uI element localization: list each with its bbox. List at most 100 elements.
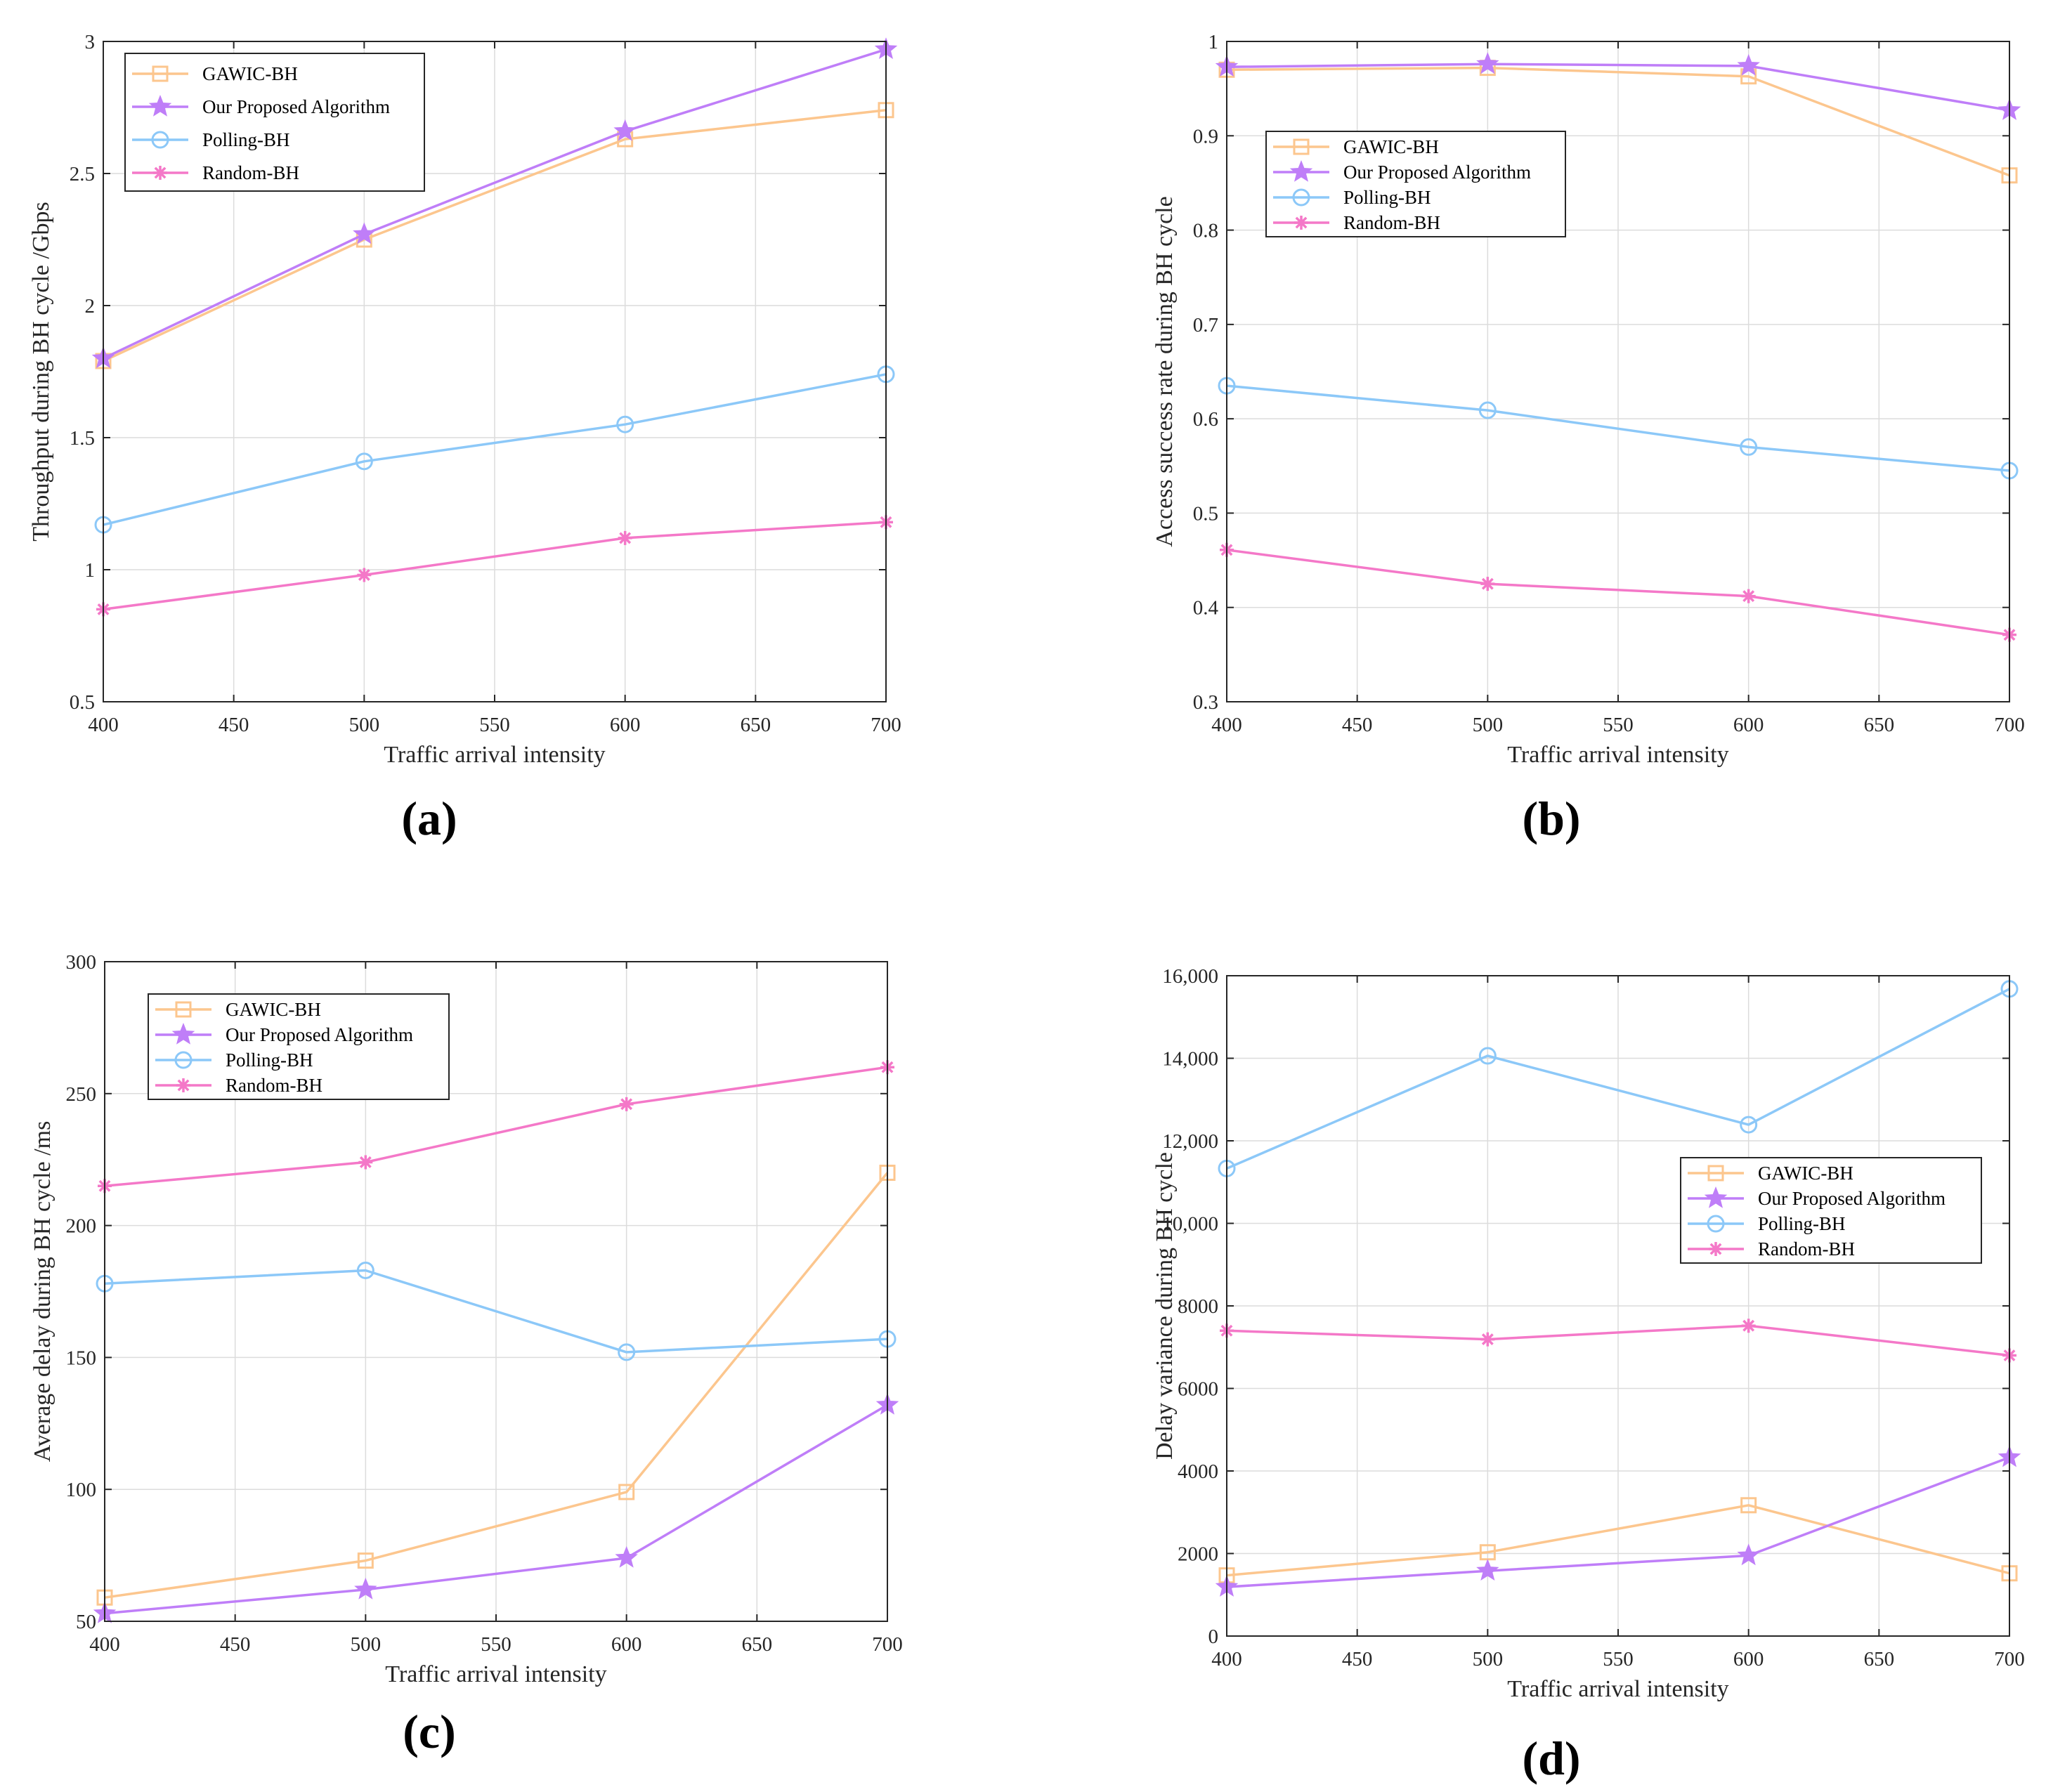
x-tick-label: 550	[1603, 1648, 1634, 1670]
y-tick-label: 0.4	[1193, 597, 1219, 620]
ours-point-1	[353, 222, 376, 244]
x-tick-label: 400	[1211, 714, 1242, 736]
polling-point-2	[1740, 438, 1758, 456]
y-tick-label: 100	[66, 1479, 97, 1501]
legend-label-polling: Polling-BH	[202, 129, 290, 150]
series-line-random	[1226, 549, 2010, 636]
legend-item-gawic: GAWIC-BH	[155, 999, 321, 1020]
random-point-2	[1741, 1319, 1756, 1333]
legend-random-point-0	[153, 166, 167, 180]
y-tick-label: 0.3	[1193, 691, 1218, 714]
legend-label-gawic: GAWIC-BH	[202, 63, 298, 84]
gawic-point-2	[1740, 1497, 1757, 1514]
legend-label-gawic: GAWIC-BH	[226, 999, 321, 1020]
polling-point-2	[616, 415, 634, 433]
legend-random-point-0	[1709, 1242, 1723, 1256]
y-axis-label: Access success rate during BH cycle	[1152, 196, 1178, 547]
x-tick-label: 550	[481, 1633, 511, 1656]
legend-item-polling: Polling-BH	[1273, 187, 1431, 208]
series-line-polling	[1226, 384, 2010, 472]
legend-polling-point-0	[174, 1051, 193, 1069]
legend-polling-point-0	[151, 131, 169, 149]
gawic-point-2	[618, 1484, 635, 1500]
x-tick-label: 500	[1473, 1648, 1504, 1670]
legend-label-gawic: GAWIC-BH	[1758, 1163, 1853, 1184]
ours-point-1	[1476, 1559, 1499, 1581]
y-axis-label: Throughput during BH cycle /Gbps	[28, 202, 54, 542]
legend-ours-point-0	[1704, 1186, 1728, 1208]
legend: GAWIC-BH Our Proposed Algorithm Polling-…	[1265, 131, 1566, 237]
x-axis-label: Traffic arrival intensity	[385, 1661, 606, 1687]
legend-ours-point-0	[171, 1022, 195, 1045]
y-tick-label: 0.6	[1193, 408, 1218, 431]
legend-random-point-0	[1294, 216, 1308, 230]
legend-label-polling: Polling-BH	[1758, 1213, 1846, 1234]
series-line-ours	[104, 1404, 888, 1615]
random-point-1	[357, 568, 372, 582]
y-tick-label: 200	[66, 1215, 97, 1238]
legend-item-polling: Polling-BH	[132, 129, 290, 150]
series-line-ours	[1226, 63, 2010, 112]
legend-label-polling: Polling-BH	[226, 1049, 313, 1071]
panel-b: 400 450 500 550 600 650 700 0.3 0.4 0.5 0.6 0.7 0.8 0…	[1152, 31, 2025, 845]
legend-gawic-point-0	[152, 65, 169, 82]
ours-point-2	[1737, 53, 1760, 76]
series-line-gawic	[1226, 1504, 2010, 1577]
x-tick-label: 400	[89, 1633, 120, 1656]
y-tick-label: 250	[66, 1083, 97, 1106]
polling-point-2	[1740, 1116, 1758, 1134]
x-tick-label: 650	[742, 1633, 773, 1656]
legend-label-random: Random-BH	[1758, 1238, 1855, 1260]
polling-point-1	[355, 452, 373, 471]
gawic-point-1	[357, 1552, 374, 1569]
x-tick-label: 500	[349, 714, 380, 736]
panel-label: (d)	[1522, 1732, 1580, 1785]
legend-item-gawic: GAWIC-BH	[1273, 136, 1439, 157]
series-line-ours	[103, 48, 887, 360]
random-point-2	[619, 1097, 634, 1111]
y-tick-label: 300	[66, 951, 97, 974]
x-tick-label: 450	[1342, 1648, 1373, 1670]
x-tick-label: 650	[1864, 1648, 1895, 1670]
ours-point-1	[1476, 52, 1499, 74]
legend-item-random: Random-BH	[1688, 1238, 1855, 1260]
legend-item-random: Random-BH	[155, 1075, 322, 1096]
legend-random-point-0	[176, 1078, 190, 1092]
x-tick-label: 700	[1994, 1648, 2025, 1670]
series-line-gawic	[104, 1172, 889, 1599]
x-tick-label: 400	[88, 714, 119, 736]
legend-item-ours: Our Proposed Algorithm	[1273, 159, 1531, 183]
y-tick-label: 0.8	[1193, 220, 1218, 242]
series-line-random	[1226, 1324, 2010, 1357]
x-axis-label: Traffic arrival intensity	[1507, 1676, 1728, 1702]
y-tick-label: 1	[1208, 31, 1219, 53]
x-tick-label: 500	[1473, 714, 1504, 736]
legend-item-random: Random-BH	[132, 162, 299, 183]
series-line-random	[104, 1066, 888, 1188]
panel-a: 400 450 500 550 600 650 700 0.5 1 1.5 2 2.5 3 Traffi…	[28, 31, 901, 845]
x-tick-label: 550	[1603, 714, 1634, 736]
y-tick-label: 12,000	[1162, 1130, 1218, 1153]
legend-label-ours: Our Proposed Algorithm	[226, 1024, 413, 1045]
legend-item-polling: Polling-BH	[155, 1049, 313, 1071]
x-tick-label: 450	[1342, 714, 1373, 736]
x-tick-label: 500	[351, 1633, 382, 1656]
legend-item-gawic: GAWIC-BH	[132, 63, 298, 84]
x-tick-label: 400	[1211, 1648, 1242, 1670]
x-tick-label: 450	[219, 714, 249, 736]
x-tick-label: 700	[872, 1633, 903, 1656]
legend-label-ours: Our Proposed Algorithm	[1758, 1188, 1946, 1209]
y-tick-label: 0.5	[1193, 502, 1218, 525]
legend: GAWIC-BH Our Proposed Algorithm Polling-…	[124, 53, 425, 192]
y-tick-label: 2000	[1178, 1543, 1218, 1566]
x-axis-label: Traffic arrival intensity	[384, 742, 605, 768]
legend-gawic-point-0	[175, 1001, 192, 1018]
random-point-2	[618, 530, 632, 545]
polling-point-2	[618, 1343, 636, 1361]
legend-polling-point-0	[1707, 1215, 1725, 1233]
series-line-polling	[104, 1269, 888, 1354]
y-tick-label: 3	[85, 31, 96, 53]
x-axis-label: Traffic arrival intensity	[1507, 742, 1728, 768]
y-tick-label: 8000	[1178, 1295, 1218, 1318]
legend-label-random: Random-BH	[226, 1075, 322, 1096]
